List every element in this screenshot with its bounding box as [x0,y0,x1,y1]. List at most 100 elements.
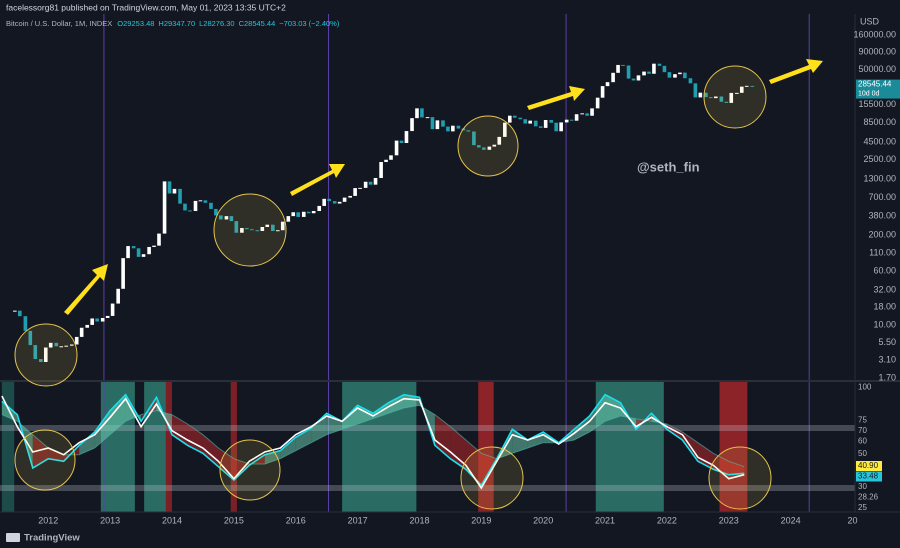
candle [430,117,435,130]
candle [683,72,687,79]
indicator-panel [0,393,855,491]
candle [147,246,151,255]
indicator-line [1,404,745,468]
candle [435,120,440,130]
candle [219,215,223,220]
x-tick-label: 2020 [533,515,553,525]
x-tick-label: 2019 [471,515,491,525]
candle [183,203,187,211]
ribbon [280,437,296,459]
ribbon [728,461,745,475]
candle [590,108,594,116]
symbol: Bitcoin / U.S. Dollar, 1M, INDEX [6,19,112,28]
candle [549,120,554,123]
candle [110,303,115,316]
candle [735,92,739,94]
value-tag-label: 33.48 [858,472,879,481]
candle [642,71,646,76]
candle [512,115,517,118]
y-tick-label: 75 [858,416,867,425]
candle [286,216,291,222]
circle [213,193,287,267]
y-tick-label: 2500.00 [863,154,896,164]
candle [373,177,378,185]
candle [441,120,445,127]
indicator-line [1,395,745,490]
candle [631,78,636,81]
candle [17,310,22,317]
zone [165,382,172,512]
change: −703.03 (−2.40%) [279,19,340,28]
ribbon [465,440,482,486]
logo [6,533,20,542]
y-tick-label: 15500.00 [858,99,896,109]
candle [368,181,373,185]
candle [652,63,656,74]
byline: facelessorg81 published on TradingView.c… [6,2,286,12]
candle [389,155,393,160]
ribbon [295,428,312,451]
candle [477,145,481,148]
candle [33,345,38,360]
candle [415,108,419,119]
candle [178,188,182,204]
candle [673,74,677,78]
candle [750,85,755,87]
candle [559,122,563,132]
candle [116,288,120,304]
candle [64,345,69,347]
candle [13,310,17,312]
ohlc: L28276.30 [199,19,234,28]
candle [100,317,105,322]
indicator-line [1,393,745,487]
zone [1,382,15,512]
circle [219,439,281,501]
candle [332,201,337,204]
value-tag-label: 40.90 [858,461,879,470]
candle [249,229,254,231]
candle [739,86,744,93]
candle [353,188,357,196]
y-tick-label: 50000.00 [858,64,896,74]
symbol-line: Bitcoin / U.S. Dollar, 1M, INDEX O29253.4… [6,19,340,28]
y-tick-label: 25 [858,503,867,512]
candle [214,208,218,216]
candle [48,342,53,348]
candle [157,233,161,246]
y-tick-label: 28.26 [858,493,879,502]
candle [693,83,698,98]
candle [255,230,260,232]
x-tick-label: 2012 [38,515,58,525]
arrow [769,59,823,84]
ohlc: C28545.44 [239,19,276,28]
candle [420,108,424,118]
candle [446,126,450,132]
annotation-text: @seth_fin [637,159,700,174]
y-tick-label: 5.50 [878,337,896,347]
candle [240,228,244,233]
circle [14,429,76,491]
candle [404,131,409,144]
candle [229,216,234,222]
candle [265,224,270,227]
candle [657,63,662,66]
candle [337,201,342,204]
circle [457,115,519,177]
arrow [64,264,108,315]
candle [724,101,729,103]
candle [260,226,265,231]
candle [384,159,388,163]
circle [460,446,524,510]
candle [54,342,59,347]
candle [719,96,724,102]
candle [580,113,584,115]
candle [162,181,167,234]
candle [95,318,99,322]
price-tag-label: 28545.44 [858,80,892,89]
candle [79,327,84,337]
ribbon [94,410,111,448]
candle [39,359,43,362]
annotation-circles [14,65,772,510]
y-tick-label: 200.00 [868,230,896,240]
